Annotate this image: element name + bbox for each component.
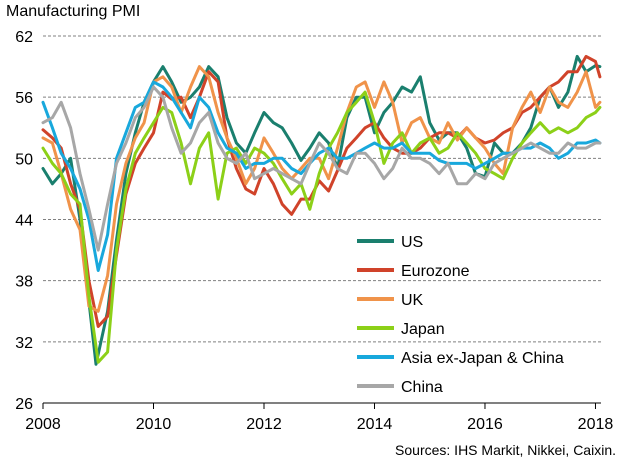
legend-label-china: China [401, 379, 443, 396]
y-tick-label-50: 50 [15, 151, 33, 168]
legend-label-uk: UK [401, 292, 424, 309]
series-line-uk [41, 65, 602, 313]
source-note: Sources: IHS Markit, Nikkei, Caixin. [395, 442, 616, 458]
x-tick-label-2012: 2012 [246, 416, 282, 433]
y-axis-title: Manufacturing PMI [6, 3, 141, 20]
y-tick-label-38: 38 [15, 274, 33, 291]
y-tick-label-26: 26 [15, 396, 33, 413]
series-line-china [41, 85, 602, 252]
x-tick-label-2018: 2018 [578, 416, 614, 433]
x-tick-label-2008: 2008 [25, 416, 61, 433]
legend-label-eurozone: Eurozone [401, 263, 470, 280]
series-line-japan [41, 90, 602, 364]
x-tick-label-2016: 2016 [467, 416, 503, 433]
legend-label-japan: Japan [401, 321, 445, 338]
y-tick-label-32: 32 [15, 335, 33, 352]
x-tick-label-2014: 2014 [357, 416, 393, 433]
y-tick-label-56: 56 [15, 90, 33, 107]
y-tick-label-62: 62 [15, 29, 33, 46]
series-line-us [41, 54, 602, 366]
legend-label-asia-ex-japan-china: Asia ex-Japan & China [401, 350, 564, 367]
y-tick-label-44: 44 [15, 213, 33, 230]
x-tick-label-2010: 2010 [136, 416, 172, 433]
legend-label-us: US [401, 234, 423, 251]
